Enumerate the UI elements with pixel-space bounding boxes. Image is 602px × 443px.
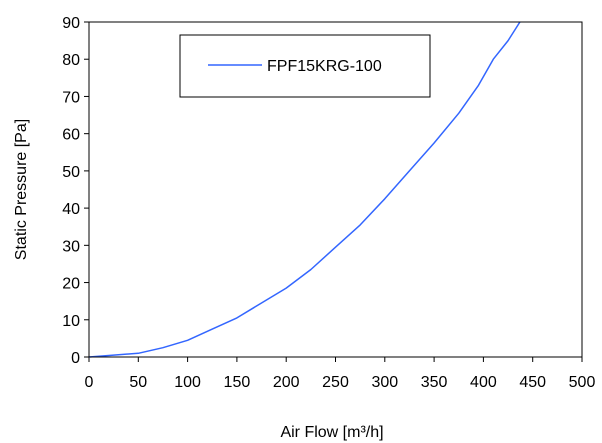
x-tick-label: 250 [322, 374, 349, 391]
y-tick-label: 0 [71, 350, 80, 367]
y-axis-ticks: 0 10 20 30 40 50 60 70 80 90 [62, 15, 89, 367]
x-tick-label: 50 [129, 374, 147, 391]
y-tick-label: 80 [62, 52, 80, 69]
x-axis-title: Air Flow [m³/h] [280, 424, 383, 441]
y-tick-label: 10 [62, 313, 80, 330]
legend-label: FPF15KRG-100 [267, 58, 382, 75]
y-tick-label: 60 [62, 127, 80, 144]
y-tick-label: 40 [62, 201, 80, 218]
x-tick-label: 400 [470, 374, 497, 391]
x-tick-label: 150 [224, 374, 251, 391]
y-tick-label: 30 [62, 238, 80, 255]
series-layer [88, 21, 521, 358]
y-tick-label: 70 [62, 89, 80, 106]
legend-box [179, 34, 431, 98]
y-tick-label: 20 [62, 276, 80, 293]
x-tick-label: 350 [421, 374, 448, 391]
series-line [88, 21, 521, 358]
x-tick-label: 500 [569, 374, 596, 391]
legend: FPF15KRG-100 [179, 34, 431, 98]
y-tick-label: 50 [62, 164, 80, 181]
plot-frame [88, 21, 583, 358]
x-tick-label: 200 [273, 374, 300, 391]
y-axis-title: Static Pressure [Pa] [13, 119, 30, 260]
x-tick-label: 450 [519, 374, 546, 391]
y-tick-label: 90 [62, 15, 80, 32]
x-tick-label: 0 [85, 374, 94, 391]
x-tick-label: 100 [174, 374, 201, 391]
x-tick-label: 300 [371, 374, 398, 391]
x-axis-ticks: 0 50 100 150 200 250 300 350 400 450 500 [85, 357, 596, 391]
